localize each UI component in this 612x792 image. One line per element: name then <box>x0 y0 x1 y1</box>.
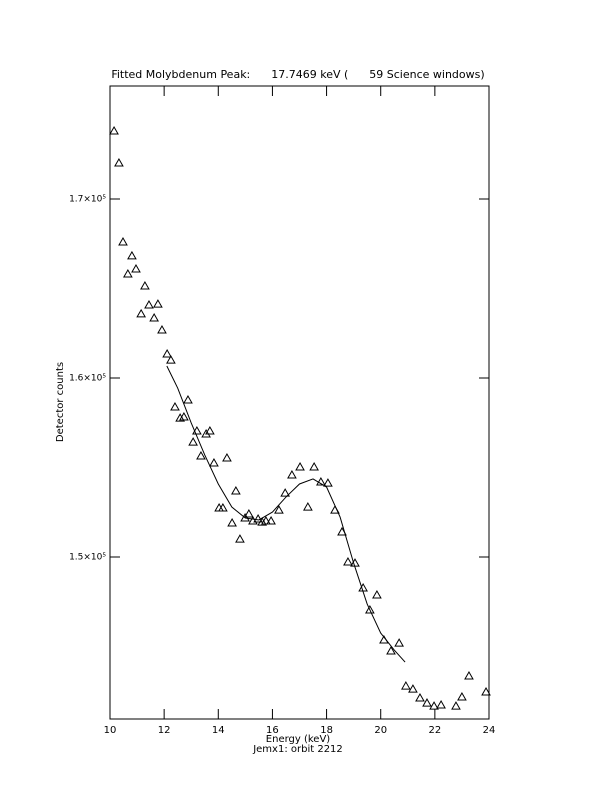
x-axis-label: Energy (keV) <box>266 734 331 745</box>
data-point <box>218 502 228 512</box>
data-point <box>109 125 119 135</box>
data-point <box>196 451 206 460</box>
data-point <box>123 268 133 278</box>
data-point <box>205 425 215 435</box>
data-point <box>303 502 313 511</box>
data-point <box>149 313 159 322</box>
data-point <box>131 263 141 273</box>
data-point <box>457 691 467 701</box>
y-tick-label: 1.6×10⁵ <box>69 374 106 384</box>
data-point <box>415 693 425 702</box>
data-point <box>436 700 446 709</box>
data-point <box>170 401 180 411</box>
data-point <box>244 509 254 518</box>
x-tick-label: 14 <box>212 725 225 736</box>
data-point <box>365 604 375 614</box>
data-point <box>162 349 172 358</box>
data-point <box>188 437 198 446</box>
chart-title: Fitted Molybdenum Peak: 17.7469 keV ( 59… <box>111 68 484 81</box>
data-point <box>274 505 284 514</box>
data-point <box>408 684 418 693</box>
data-point <box>323 478 333 487</box>
data-point <box>175 413 185 422</box>
data-point <box>316 476 326 486</box>
data-point <box>235 534 245 543</box>
x-tick-label: 16 <box>266 725 279 736</box>
data-point <box>422 698 432 707</box>
plot-frame <box>109 85 490 720</box>
data-point <box>280 488 291 497</box>
data-point <box>118 236 128 246</box>
x-tick-label: 20 <box>374 725 387 736</box>
data-point <box>481 686 491 696</box>
data-point <box>127 250 137 260</box>
y-axis-label: Detector counts <box>55 362 66 442</box>
x-tick-label: 22 <box>428 725 441 736</box>
x-tick-label: 18 <box>320 725 333 736</box>
data-point <box>140 280 150 290</box>
data-point <box>372 589 382 599</box>
data-point <box>157 325 167 334</box>
data-point <box>358 582 368 592</box>
data-point <box>261 516 271 525</box>
data-point <box>231 485 241 495</box>
data-point <box>114 158 124 167</box>
data-point <box>394 638 404 647</box>
data-point <box>166 355 176 364</box>
x-tick-label: 12 <box>158 725 171 736</box>
data-point <box>222 453 232 462</box>
y-tick-label: 1.5×10⁵ <box>69 553 106 563</box>
data-point <box>183 395 193 404</box>
data-point <box>287 470 297 479</box>
x-tick-label: 10 <box>104 725 117 736</box>
data-point <box>464 671 474 680</box>
data-point <box>209 458 219 467</box>
data-point <box>257 517 268 526</box>
data-point <box>136 308 146 318</box>
data-point <box>309 461 319 471</box>
data-point <box>401 681 411 690</box>
data-point <box>253 514 263 523</box>
data-point <box>451 701 461 710</box>
data-point <box>429 701 439 710</box>
data-point <box>266 516 276 525</box>
data-point <box>386 645 396 655</box>
data-point <box>227 517 237 527</box>
data-point <box>343 557 353 566</box>
data-point <box>144 299 154 309</box>
data-point <box>153 299 163 308</box>
data-point <box>179 412 189 421</box>
fit-line <box>166 365 406 663</box>
x-tick-label: 24 <box>483 725 496 736</box>
data-point <box>295 461 305 471</box>
data-point <box>248 516 258 525</box>
subtitle: Jemx1: orbit 2212 <box>252 744 343 755</box>
y-tick-label: 1.7×10⁵ <box>69 195 106 205</box>
